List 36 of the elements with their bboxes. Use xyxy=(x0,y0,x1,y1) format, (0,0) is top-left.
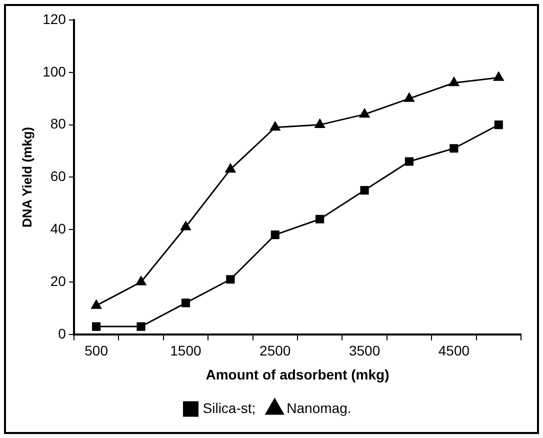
point xyxy=(448,77,460,86)
x-tick-label: 2500 xyxy=(260,342,291,359)
point xyxy=(494,120,503,130)
point xyxy=(359,108,370,118)
x-tick-label: 500 xyxy=(84,342,108,359)
point xyxy=(180,221,191,230)
point xyxy=(450,144,458,153)
x-tick-label: 4500 xyxy=(438,342,470,359)
x-tick-label: 1500 xyxy=(170,342,202,359)
point xyxy=(494,72,504,81)
y-tick-label: 60 xyxy=(50,168,66,184)
y-tick-label: 120 xyxy=(42,10,66,27)
point xyxy=(225,164,236,173)
y-axis-title: DNA Yield (mkg) xyxy=(19,126,34,228)
y-tick-label: 40 xyxy=(50,220,66,236)
point xyxy=(316,214,324,224)
point xyxy=(136,322,146,331)
point xyxy=(270,122,280,131)
point xyxy=(404,92,414,102)
point xyxy=(226,275,235,284)
point xyxy=(92,322,101,331)
point xyxy=(404,157,414,166)
point xyxy=(360,186,369,195)
point xyxy=(314,119,325,128)
x-tick-label: 3500 xyxy=(348,342,380,359)
y-tick-label: 100 xyxy=(42,63,66,80)
y-tick-label: 20 xyxy=(50,272,66,289)
legend-label: Silica-st; xyxy=(202,400,256,416)
x-axis-title: Amount of adsorbent (mkg) xyxy=(206,366,390,382)
y-tick-label: 80 xyxy=(50,116,66,132)
point xyxy=(91,300,102,309)
y-tick-label: 0 xyxy=(58,325,66,342)
point xyxy=(181,298,190,308)
point xyxy=(270,230,280,240)
legend-label: Nanomag. xyxy=(286,400,352,416)
point xyxy=(136,276,146,286)
